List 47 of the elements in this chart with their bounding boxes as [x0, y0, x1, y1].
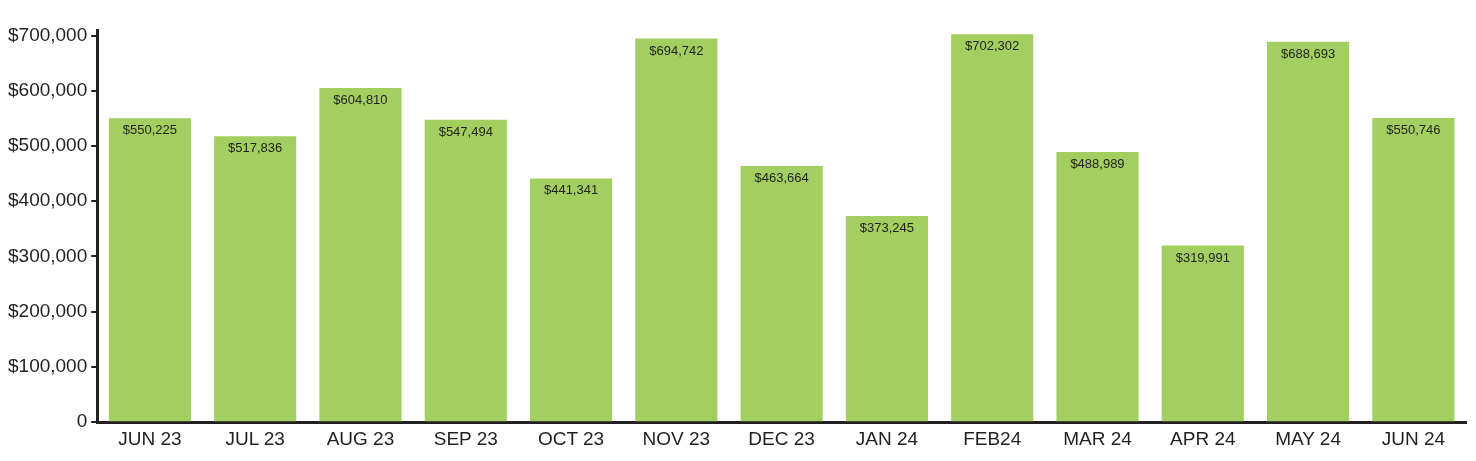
bar	[845, 216, 928, 422]
data-label: $463,664	[754, 170, 809, 186]
bar	[1372, 117, 1455, 422]
y-tick-label: $500,000	[8, 134, 88, 156]
bar	[214, 136, 297, 422]
bar	[635, 38, 718, 422]
data-label: $604,810	[333, 92, 388, 108]
x-tick-label: JUN 24	[1381, 427, 1446, 449]
data-label: $517,836	[228, 140, 283, 156]
x-tick-label: JUL 23	[225, 427, 285, 449]
data-label: $550,225	[122, 122, 178, 138]
data-label: $373,245	[859, 220, 915, 236]
x-tick-label: JAN 24	[855, 427, 919, 449]
data-label: $688,693	[1280, 45, 1336, 61]
bar	[529, 178, 613, 422]
bar	[424, 119, 507, 422]
x-tick-label: OCT 23	[537, 427, 605, 449]
data-label: $694,742	[649, 42, 704, 58]
bar	[1267, 41, 1350, 422]
x-tick-label: MAR 24	[1063, 427, 1133, 449]
bar	[1056, 152, 1139, 422]
data-label: $441,341	[543, 182, 599, 198]
data-label: $702,302	[965, 38, 1020, 54]
bar	[740, 166, 823, 422]
y-tick-label: $700,000	[8, 23, 88, 45]
data-label: $488,989	[1070, 156, 1125, 172]
x-tick-label: JUN 23	[118, 427, 182, 449]
y-tick-label: 0	[76, 410, 88, 432]
x-tick-label: NOV 23	[642, 427, 711, 449]
data-label: $547,494	[438, 123, 493, 139]
x-tick-label: MAY 24	[1275, 427, 1342, 449]
data-label: $319,991	[1175, 249, 1230, 265]
x-tick-label: DEC 23	[748, 427, 815, 449]
bar	[319, 88, 402, 422]
data-label: $550,746	[1386, 122, 1441, 138]
x-tick-label: FEB24	[963, 427, 1022, 449]
y-tick-label: $600,000	[8, 79, 88, 100]
x-tick-label: AUG 23	[326, 427, 395, 449]
bar	[1161, 245, 1244, 422]
y-tick-label: $100,000	[8, 355, 88, 377]
x-tick-label: APR 24	[1170, 427, 1236, 449]
y-tick-label: $300,000	[8, 244, 88, 266]
x-tick-label: SEP 23	[433, 427, 498, 449]
bar	[951, 34, 1034, 422]
y-tick-label: $200,000	[8, 299, 88, 321]
bar	[108, 118, 191, 422]
y-tick-label: $400,000	[8, 189, 88, 211]
